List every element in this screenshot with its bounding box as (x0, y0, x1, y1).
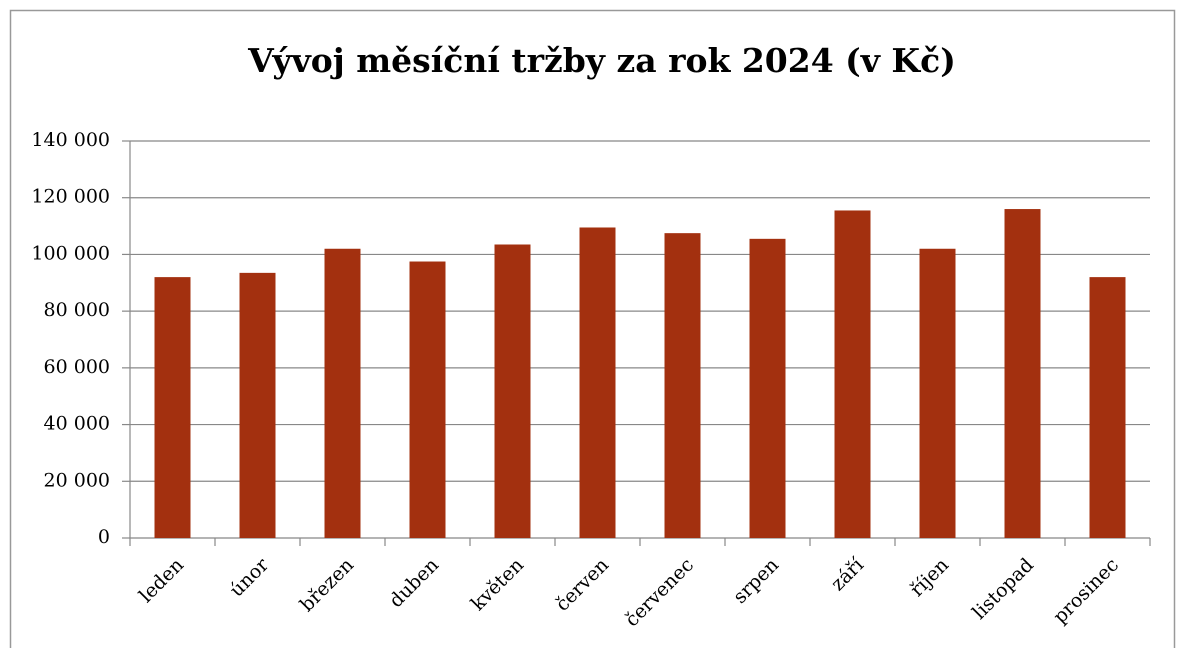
y-tick-label: 20 000 (44, 469, 110, 491)
bar (1004, 209, 1041, 539)
y-tick-label: 80 000 (44, 299, 110, 321)
bar (749, 238, 786, 538)
bar (834, 210, 871, 538)
chart-title: Vývoj měsíční tržby za rok 2024 (v Kč) (247, 41, 956, 80)
y-tick-label: 120 000 (31, 186, 110, 208)
bar (664, 233, 701, 539)
y-tick-label: 140 000 (31, 129, 110, 151)
bar (154, 277, 191, 538)
bar (494, 244, 531, 538)
y-tick-label: 60 000 (44, 356, 110, 378)
y-tick-label: 0 (98, 526, 110, 548)
bar (919, 248, 956, 538)
bar (1089, 277, 1126, 538)
bar (239, 272, 276, 538)
bar (579, 227, 616, 538)
bar (409, 261, 446, 538)
bar (324, 248, 361, 538)
y-tick-label: 40 000 (44, 413, 110, 435)
y-tick-label: 100 000 (31, 242, 110, 264)
